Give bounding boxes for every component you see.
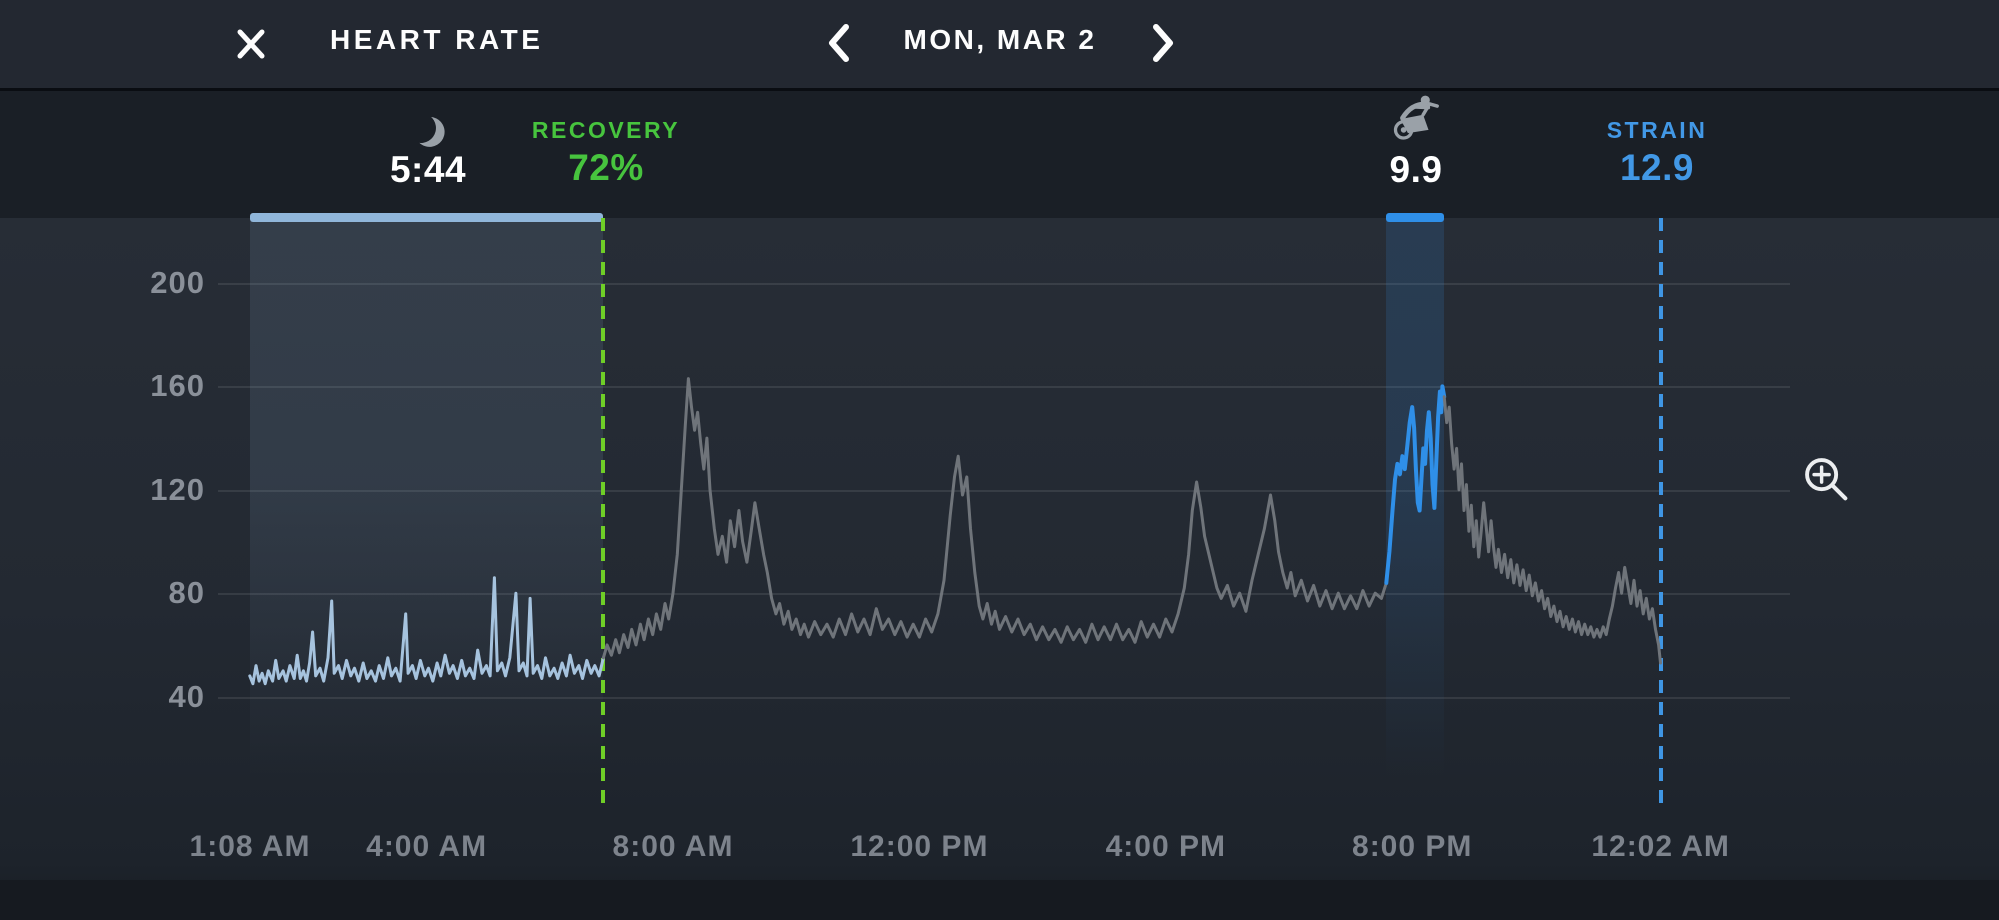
close-button[interactable] xyxy=(228,22,274,68)
strain-label: STRAIN xyxy=(1606,117,1708,143)
y-tick-label: 80 xyxy=(168,575,205,611)
date-label: MON, MAR 2 xyxy=(903,24,1097,55)
activity-stat: 9.9 xyxy=(1389,95,1443,191)
recovery-label: RECOVERY xyxy=(531,117,681,143)
activity-region-bar xyxy=(1386,213,1445,222)
next-day-button[interactable] xyxy=(1140,20,1184,68)
sleep-duration-value: 5:44 xyxy=(389,149,467,190)
y-tick-label: 40 xyxy=(168,678,205,714)
strain-value: 12.9 xyxy=(1619,147,1694,188)
close-icon xyxy=(232,25,270,66)
x-tick-label: 4:00 PM xyxy=(1105,830,1226,863)
recovery-value: 72% xyxy=(568,147,644,188)
x-tick-label: 8:00 AM xyxy=(612,830,734,863)
x-tick-label: 12:02 AM xyxy=(1591,830,1730,863)
y-tick-label: 160 xyxy=(150,368,205,404)
zoom-in-icon xyxy=(1799,452,1855,511)
strain-stat: STRAIN 12.9 xyxy=(1607,99,1708,189)
sleep-marker-dashed-line xyxy=(601,218,606,806)
zoom-in-button[interactable] xyxy=(1798,452,1856,510)
chevron-right-icon xyxy=(1147,21,1177,68)
activity-region-highlight xyxy=(1386,218,1445,808)
day-heart-rate-trace xyxy=(601,377,1388,660)
sleep-region-bar xyxy=(250,213,604,222)
top-bar: HEART RATE MON, MAR 2 xyxy=(0,0,1999,91)
x-tick-label: 8:00 PM xyxy=(1352,830,1473,863)
recovery-stat: RECOVERY 72% xyxy=(532,99,680,189)
x-tick-label: 12:00 PM xyxy=(850,830,989,863)
y-tick-label: 200 xyxy=(150,265,205,300)
exercise-bike-icon xyxy=(1390,94,1442,147)
evening-heart-rate-trace xyxy=(1442,395,1662,665)
gridline xyxy=(218,696,1790,699)
x-tick-label: 1:08 AM xyxy=(189,830,311,863)
gridline xyxy=(218,283,1790,285)
bottom-inset xyxy=(0,880,1999,920)
page-title: HEART RATE xyxy=(330,24,544,55)
sleep-region-highlight xyxy=(250,218,604,808)
chevron-left-icon xyxy=(823,21,853,68)
sleep-stat: 5:44 xyxy=(390,99,466,191)
activity-strain-value: 9.9 xyxy=(1389,149,1443,190)
day-end-marker-dashed-line xyxy=(1658,218,1663,806)
stats-strip: 5:44 RECOVERY 72% xyxy=(0,91,1999,218)
previous-day-button[interactable] xyxy=(816,20,860,68)
x-tick-label: 4:00 AM xyxy=(366,830,488,863)
heart-rate-chart[interactable]: 200 160 120 80 40 1:08 AM 4:00 AM 8:00 AM 12:00… xyxy=(0,213,1999,920)
moon-icon xyxy=(404,111,438,145)
y-tick-label: 120 xyxy=(150,471,205,507)
